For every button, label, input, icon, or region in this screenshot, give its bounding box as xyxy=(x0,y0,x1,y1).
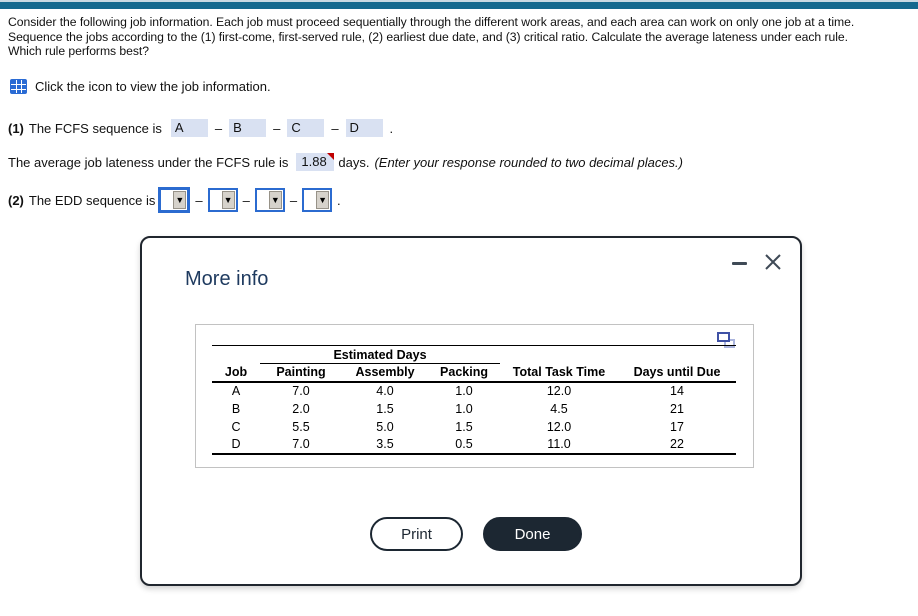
job-data-table: Estimated Days Job Painting Assembly Pac… xyxy=(212,345,736,455)
q2-separator: – xyxy=(289,192,298,208)
cell: 4.5 xyxy=(550,401,568,416)
chevron-down-icon[interactable]: ▼ xyxy=(316,191,330,209)
average-lateness-row: The average job lateness under the FCFS … xyxy=(8,153,683,171)
cell: 12.0 xyxy=(546,384,572,398)
fcfs-answer-1[interactable]: A xyxy=(170,119,208,137)
avg-text-after: days. xyxy=(338,154,370,170)
cell: 7.0 xyxy=(292,437,310,451)
q1-separator: – xyxy=(273,120,281,136)
table-header-row: Job Painting Assembly Packing Total Task… xyxy=(212,363,736,383)
cell: 17 xyxy=(670,419,684,434)
table-row: A 7.0 4.0 1.0 12.0 14 xyxy=(212,382,736,400)
fcfs-answer-4[interactable]: D xyxy=(345,119,383,137)
cell: 0.5 xyxy=(455,437,473,451)
edd-dropdown-4[interactable]: ▼ xyxy=(302,188,333,212)
print-button[interactable]: Print xyxy=(370,517,463,551)
cell: 12.0 xyxy=(546,419,572,434)
estimated-days-header: Estimated Days xyxy=(260,345,500,364)
cell: 1.0 xyxy=(455,401,473,416)
table-row: D 7.0 3.5 0.5 11.0 22 xyxy=(212,436,736,454)
cell: 11.0 xyxy=(547,437,571,451)
dialog-title: More info xyxy=(185,268,269,290)
problem-statement: Consider the following job information. … xyxy=(8,15,918,59)
chevron-down-icon[interactable]: ▼ xyxy=(221,191,235,209)
cell: 1.5 xyxy=(455,419,473,434)
q2-number: (2) xyxy=(8,192,24,208)
copy-icon[interactable] xyxy=(717,332,737,349)
q2-text: The EDD sequence is xyxy=(28,192,156,208)
job-info-panel: Estimated Days Job Painting Assembly Pac… xyxy=(195,324,754,468)
question-1-row: (1) The FCFS sequence is A – B – C – D . xyxy=(8,119,393,137)
minimize-icon[interactable] xyxy=(732,262,747,265)
q2-period: . xyxy=(337,192,341,208)
edd-dropdown-2[interactable]: ▼ xyxy=(207,188,238,212)
cell: D xyxy=(231,437,241,451)
q1-separator: – xyxy=(331,120,339,136)
top-accent-bar-fill xyxy=(0,2,918,9)
col-total-task-time: Total Task Time xyxy=(500,363,618,383)
cell: 22 xyxy=(670,437,684,451)
cell: 7.0 xyxy=(292,384,310,398)
cell: 2.0 xyxy=(292,401,310,416)
q2-separator: – xyxy=(195,192,203,208)
response-instruction-note: (Enter your response rounded to two deci… xyxy=(374,154,683,170)
fcfs-answer-3[interactable]: C xyxy=(287,119,325,137)
cell: 21 xyxy=(670,401,684,416)
top-accent-bar xyxy=(0,0,918,9)
col-painting: Painting xyxy=(260,363,342,383)
edd-dropdown-1[interactable]: ▼ xyxy=(158,187,191,213)
dialog-button-row: Print Done xyxy=(142,517,804,551)
q1-period: . xyxy=(389,120,394,136)
col-assembly: Assembly xyxy=(342,363,428,383)
q2-separator: – xyxy=(242,192,250,208)
col-days-until-due: Days until Due xyxy=(618,363,736,383)
done-button[interactable]: Done xyxy=(483,517,582,551)
table-group-header-row: Estimated Days xyxy=(212,345,736,364)
cell: 14 xyxy=(670,384,684,398)
more-info-dialog: More info Estimated Days Job Painting As… xyxy=(140,236,802,586)
avg-text-before: The average job lateness under the FCFS … xyxy=(8,154,289,170)
problem-text-line: Sequence the jobs according to the (1) f… xyxy=(8,29,848,44)
cell: C xyxy=(231,419,241,434)
q1-text: The FCFS sequence is xyxy=(28,120,162,136)
cell: 1.5 xyxy=(376,401,394,416)
q1-separator: – xyxy=(214,120,223,136)
cell: A xyxy=(231,384,241,398)
col-job: Job xyxy=(212,363,260,383)
red-corner-marker-icon xyxy=(327,153,335,160)
cell: 5.5 xyxy=(292,419,310,434)
problem-text-line: Which rule performs best? xyxy=(8,44,149,59)
col-packing: Packing xyxy=(428,363,500,383)
problem-text-line: Consider the following job information. … xyxy=(8,15,855,29)
fcfs-answer-2[interactable]: B xyxy=(229,119,267,137)
table-row: B 2.0 1.5 1.0 4.5 21 xyxy=(212,400,736,418)
cell: 3.5 xyxy=(376,437,394,451)
table-grid-icon[interactable] xyxy=(10,79,27,94)
avg-lateness-value: 1.88 xyxy=(301,154,327,169)
q1-number: (1) xyxy=(8,120,24,136)
avg-lateness-answer[interactable]: 1.88 xyxy=(296,153,335,171)
chevron-down-icon[interactable]: ▼ xyxy=(173,191,187,209)
view-info-prompt: Click the icon to view the job informati… xyxy=(35,79,271,94)
chevron-down-icon[interactable]: ▼ xyxy=(268,191,282,209)
cell: 5.0 xyxy=(376,419,394,434)
copy-icon-front-square xyxy=(717,332,730,342)
view-info-row: Click the icon to view the job informati… xyxy=(10,79,271,94)
cell: 4.0 xyxy=(376,384,394,398)
close-icon[interactable] xyxy=(764,253,782,271)
cell: 1.0 xyxy=(455,384,473,398)
cell: B xyxy=(231,401,241,416)
table-row: C 5.5 5.0 1.5 12.0 17 xyxy=(212,418,736,436)
question-2-row: (2) The EDD sequence is ▼ – ▼ – ▼ – ▼ . xyxy=(8,187,341,213)
edd-dropdown-3[interactable]: ▼ xyxy=(254,188,285,212)
